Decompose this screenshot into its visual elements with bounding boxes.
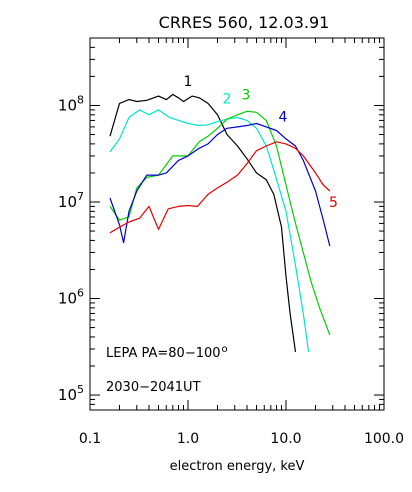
x-tick-label: 10.0 <box>270 431 301 447</box>
series-1-line <box>109 93 297 352</box>
x-tick-label: 0.1 <box>79 431 101 447</box>
series-4-line <box>109 122 331 247</box>
y-tick-label: 106 <box>58 287 84 308</box>
y-tick-label: 107 <box>58 190 84 211</box>
plot-frame <box>89 37 385 411</box>
x-axis-label: electron energy, keV <box>170 459 305 474</box>
y-axis-ticks: 105 106 107 108 <box>58 37 384 411</box>
series-5-label: 5 <box>329 195 338 211</box>
series-lines <box>109 93 331 352</box>
series-2-label: 2 <box>223 91 232 107</box>
y-tick-label: 108 <box>58 93 84 114</box>
series-2-line <box>109 109 310 352</box>
series-labels: 12 345 <box>184 74 338 211</box>
series-5-line <box>109 141 331 234</box>
x-axis-ticks: 0.1 1.0 10.0 100.0 <box>79 38 404 447</box>
annotation-lepa: LEPA PA=80−100o <box>106 344 228 361</box>
series-1-label: 1 <box>184 74 193 90</box>
x-tick-label: 1.0 <box>177 431 199 447</box>
annotation-time: 2030−2041UT <box>106 380 201 395</box>
series-3-label: 3 <box>241 88 250 104</box>
series-4-label: 4 <box>278 110 287 126</box>
chart-title: CRRES 560, 12.03.91 <box>159 13 330 32</box>
series-3-line <box>109 110 331 336</box>
x-tick-label: 100.0 <box>364 431 404 447</box>
annotation-lepa-text: LEPA PA=80−100 <box>106 346 221 361</box>
y-tick-label: 105 <box>58 383 84 404</box>
degree-superscript: o <box>222 344 228 355</box>
